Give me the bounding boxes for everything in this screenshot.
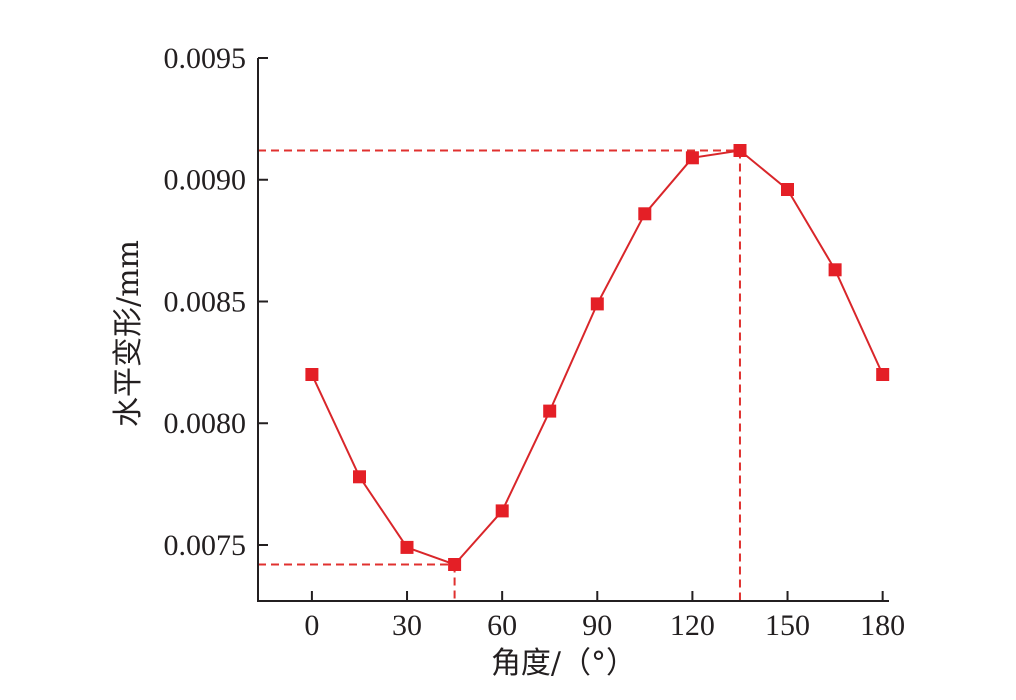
x-tick-label: 180 bbox=[860, 609, 905, 642]
data-point-marker bbox=[448, 558, 462, 571]
data-point-marker bbox=[685, 151, 699, 165]
y-tick-label: 0.0075 bbox=[164, 529, 247, 562]
y-axis-title: 水平变形/mm bbox=[111, 240, 146, 427]
x-ticks: 0 30 60 90 120 150 180 bbox=[304, 591, 905, 642]
x-tick-label: 120 bbox=[670, 609, 715, 642]
y-tick-label: 0.0095 bbox=[164, 42, 247, 75]
y-tick-label: 0.0090 bbox=[164, 164, 247, 197]
x-tick-label: 60 bbox=[487, 609, 517, 642]
data-point-marker bbox=[590, 297, 604, 311]
data-point-marker bbox=[828, 263, 842, 277]
data-point-marker bbox=[733, 144, 747, 157]
data-point-marker bbox=[781, 183, 794, 196]
series-line bbox=[310, 149, 884, 566]
data-point-marker bbox=[495, 504, 509, 518]
axis-lines bbox=[257, 58, 889, 602]
data-point-marker bbox=[400, 540, 414, 554]
data-point-marker bbox=[305, 368, 319, 381]
y-ticks: 0.0075 0.0080 0.0085 0.0090 0.0095 bbox=[164, 42, 268, 562]
x-tick-label: 90 bbox=[582, 609, 612, 642]
data-point-marker bbox=[638, 207, 652, 221]
data-point-marker bbox=[876, 368, 890, 381]
x-tick-label: 0 bbox=[304, 609, 319, 642]
y-tick-label: 0.0080 bbox=[164, 407, 247, 440]
series bbox=[305, 144, 890, 571]
axes bbox=[257, 58, 889, 602]
data-point-marker bbox=[353, 470, 366, 484]
reference-lines bbox=[258, 149, 741, 601]
data-point-marker bbox=[543, 404, 557, 418]
y-tick-label: 0.0085 bbox=[164, 285, 247, 318]
x-axis-title: 角度/（°） bbox=[491, 646, 636, 681]
x-tick-label: 150 bbox=[765, 609, 810, 642]
x-tick-label: 30 bbox=[392, 609, 422, 642]
